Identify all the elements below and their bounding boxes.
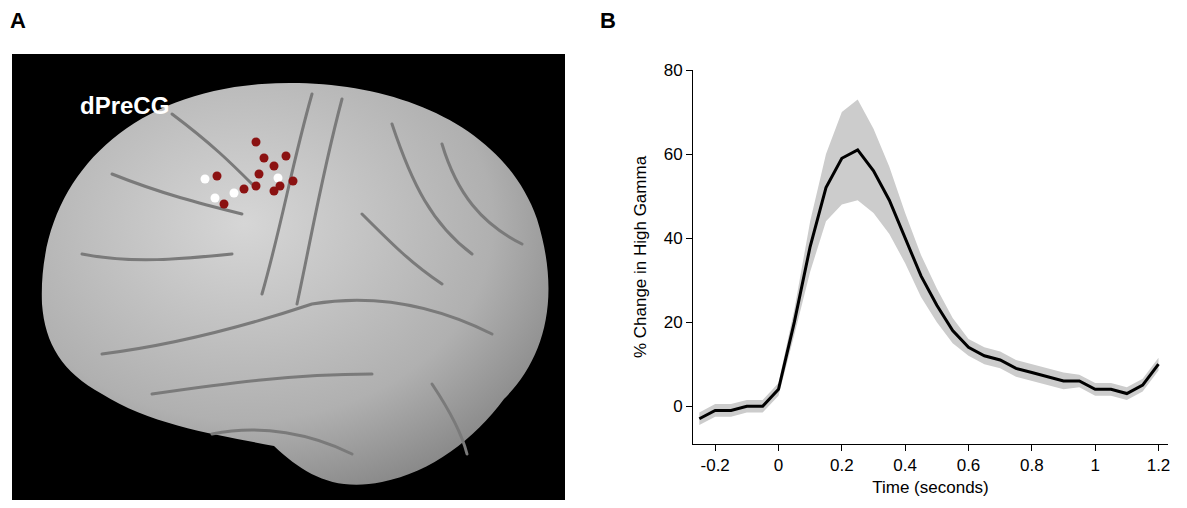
svg-text:0: 0	[774, 456, 783, 475]
svg-text:0: 0	[673, 397, 682, 416]
svg-text:1.2: 1.2	[1147, 456, 1171, 475]
svg-text:% Change in High Gamma: % Change in High Gamma	[631, 155, 650, 358]
svg-text:1: 1	[1090, 456, 1099, 475]
svg-text:80: 80	[664, 61, 683, 80]
svg-text:0.4: 0.4	[893, 456, 917, 475]
svg-text:60: 60	[664, 145, 683, 164]
svg-text:-0.2: -0.2	[701, 456, 730, 475]
svg-text:0.8: 0.8	[1020, 456, 1044, 475]
svg-text:Time (seconds): Time (seconds)	[872, 478, 989, 497]
html-text:A: A	[10, 8, 26, 33]
svg-text:20: 20	[664, 313, 683, 332]
svg-text:0.2: 0.2	[830, 456, 854, 475]
svg-text:dPreCG: dPreCG	[80, 92, 169, 119]
svg-text:40: 40	[664, 229, 683, 248]
html-text:B: B	[600, 8, 616, 33]
svg-text:0.6: 0.6	[957, 456, 981, 475]
